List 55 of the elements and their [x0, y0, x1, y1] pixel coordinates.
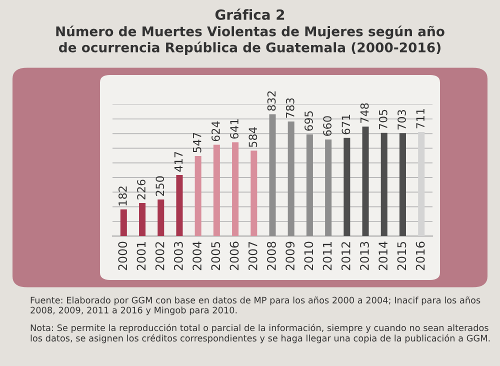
- chart-title: Gráfica 2: [215, 8, 284, 20]
- bar: [250, 150, 258, 236]
- x-tick-label: 2009: [286, 242, 295, 270]
- bar: [194, 156, 202, 236]
- x-tick-label: 2013: [360, 242, 369, 270]
- data-label: 703: [398, 110, 406, 130]
- bar: [399, 133, 406, 236]
- source-note: Fuente: Elaborado por GGM con base en datos de MP para los años 2000 a 2004; Inacif para los años 2008, 2009, 2011 a 2016 y Mingob para 2010.: [30, 296, 480, 316]
- x-tick-label: 2006: [230, 242, 239, 270]
- data-label: 748: [360, 103, 369, 123]
- data-label: 226: [137, 180, 146, 200]
- bar: [362, 126, 369, 236]
- bar: [232, 142, 239, 236]
- data-label: 641: [230, 119, 239, 139]
- data-label: 250: [156, 176, 164, 196]
- x-tick-label: 2014: [378, 242, 388, 270]
- bar: [344, 138, 350, 236]
- x-tick-label: 2011: [322, 242, 332, 270]
- bar: [325, 139, 332, 236]
- bar: [213, 144, 220, 236]
- data-label: 182: [118, 186, 127, 206]
- x-tick-label: 2010: [304, 242, 314, 270]
- bar: [288, 121, 294, 236]
- x-tick-label: 2008: [266, 242, 276, 270]
- bar: [176, 175, 183, 236]
- data-label: 624: [212, 121, 220, 142]
- x-tick-label: 2012: [341, 242, 350, 270]
- text: Nota: Se permite la reproducción total o parcial de la información, siempre y cuando no sean alterados los datos, se asignen los créditos correspondientes y se haga llegar una copia de la publicación a GGM.: [30, 324, 490, 344]
- data-label: 695: [304, 111, 313, 131]
- data-label: 711: [416, 109, 424, 128]
- bar: [380, 132, 388, 236]
- data-label: 705: [378, 110, 388, 130]
- data-label: 417: [174, 152, 183, 172]
- data-label: 832: [267, 91, 276, 111]
- data-label: 660: [323, 116, 332, 136]
- x-tick-label: 2015: [397, 242, 406, 270]
- bar: [139, 202, 146, 236]
- x-tick-label: 2000: [118, 242, 128, 270]
- x-tick-label: 2004: [192, 242, 202, 270]
- x-tick-label: 2007: [248, 242, 258, 270]
- bar: [418, 132, 425, 236]
- x-tick-label: 2001: [136, 242, 146, 270]
- data-label: 783: [286, 98, 294, 118]
- x-tick-label: 2003: [174, 242, 183, 270]
- x-tick-label: 2016: [416, 242, 425, 270]
- x-tick-label: 2002: [155, 242, 164, 270]
- bar: [158, 199, 164, 236]
- bar: [269, 114, 276, 236]
- data-label: 671: [342, 114, 350, 134]
- bar: [306, 134, 313, 236]
- data-label: 584: [248, 127, 258, 147]
- x-tick-label: 2005: [211, 242, 220, 270]
- bar: [120, 209, 127, 236]
- chart-subtitle: Número de Muertes Violentas de Mujeres según año de ocurrencia República de Guatemala (2000-2016): [56, 26, 444, 55]
- data-label: 547: [193, 132, 202, 152]
